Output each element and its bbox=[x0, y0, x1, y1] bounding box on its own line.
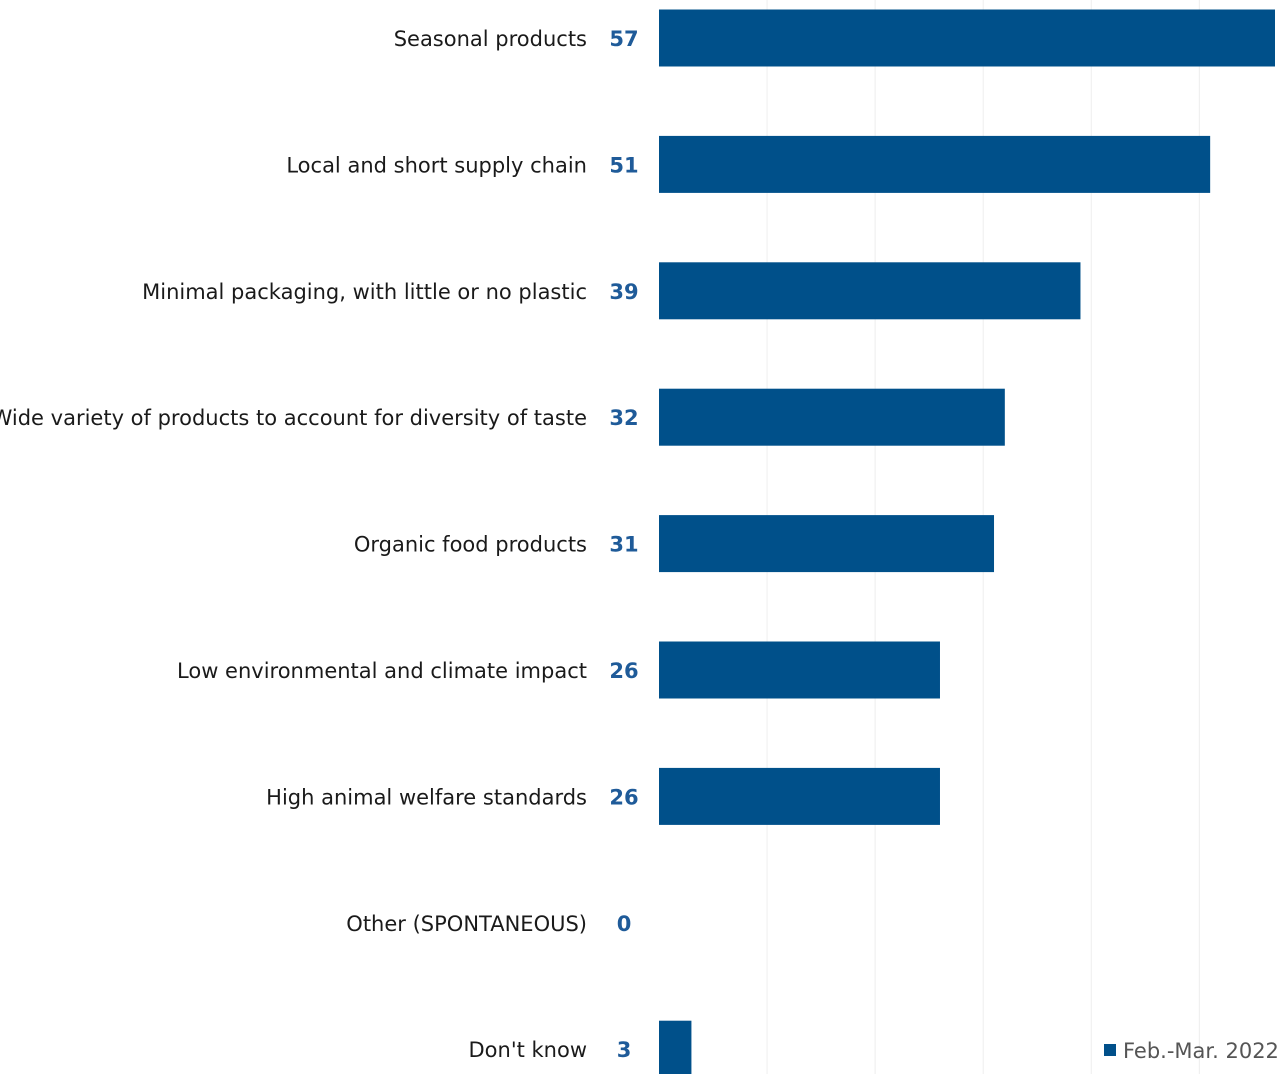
legend-label: Feb.-Mar. 2022 bbox=[1123, 1039, 1279, 1063]
value-label: 26 bbox=[609, 659, 638, 683]
bar bbox=[659, 641, 940, 699]
bar bbox=[659, 1020, 692, 1074]
bar bbox=[659, 767, 940, 825]
bar bbox=[659, 135, 1211, 193]
category-label: Wide variety of products to account for … bbox=[0, 406, 587, 430]
value-label: 0 bbox=[617, 912, 632, 936]
value-label: 51 bbox=[609, 153, 638, 177]
category-label: Seasonal products bbox=[394, 27, 587, 51]
bar bbox=[659, 262, 1081, 320]
bar bbox=[659, 515, 995, 573]
value-label: 31 bbox=[609, 533, 638, 557]
value-label: 32 bbox=[609, 406, 638, 430]
legend-swatch bbox=[1104, 1044, 1116, 1056]
category-labels: Seasonal products Local and short supply … bbox=[0, 27, 587, 1062]
category-label: Local and short supply chain bbox=[286, 153, 587, 177]
category-label: Other (SPONTANEOUS) bbox=[346, 912, 587, 936]
bar bbox=[659, 388, 1005, 446]
category-label: Minimal packaging, with little or no pla… bbox=[142, 280, 587, 304]
category-label: Organic food products bbox=[354, 533, 587, 557]
legend: Feb.-Mar. 2022 bbox=[1104, 1039, 1279, 1063]
value-label: 57 bbox=[609, 27, 638, 51]
category-label: High animal welfare standards bbox=[266, 785, 587, 809]
category-label: Don't know bbox=[468, 1038, 587, 1062]
value-label: 3 bbox=[617, 1038, 632, 1062]
bar bbox=[659, 9, 1275, 67]
value-label: 39 bbox=[609, 280, 638, 304]
value-label: 26 bbox=[609, 785, 638, 809]
bars bbox=[659, 9, 1275, 1074]
value-labels: 57 51 39 32 31 26 26 0 3 bbox=[609, 27, 638, 1062]
category-label: Low environmental and climate impact bbox=[177, 659, 587, 683]
